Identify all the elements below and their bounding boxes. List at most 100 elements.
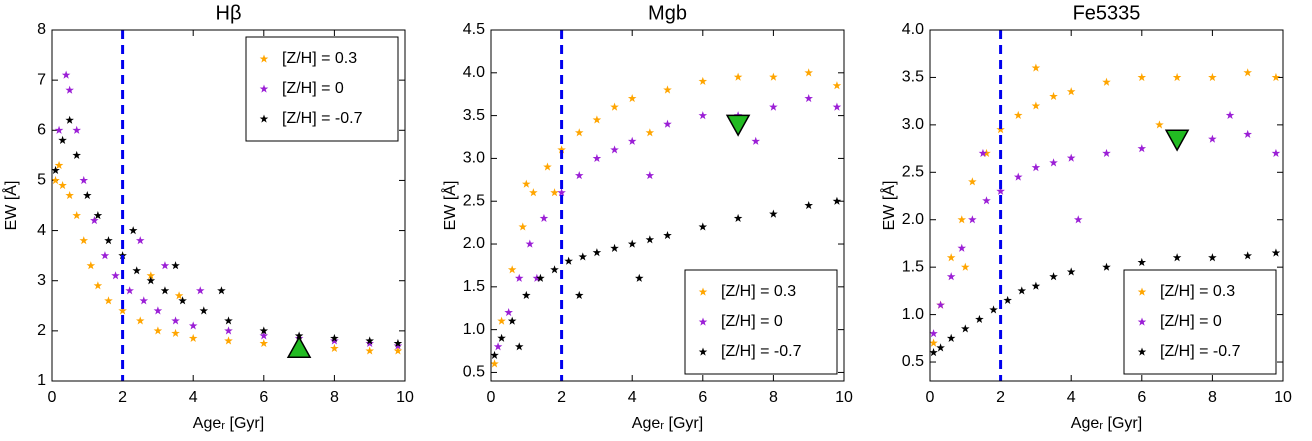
data-point [1271,248,1281,257]
data-point [961,262,970,271]
x-tick-label: 4 [1067,389,1076,406]
data-point [525,239,535,248]
data-point [1208,72,1217,82]
y-axis-label: EW [Å] [879,181,898,231]
legend-marker [1137,287,1147,296]
data-point [522,179,531,188]
data-point [1102,77,1111,86]
data-point [574,290,584,300]
data-point [804,93,813,103]
data-point [493,342,503,351]
data-point [804,201,813,210]
data-point [574,171,584,180]
legend-marker [259,84,269,93]
x-tick-label: 2 [118,389,127,406]
data-point [698,76,708,86]
data-point [72,150,81,159]
x-tick-label: 4 [628,389,637,406]
data-point [224,336,233,345]
data-point [393,341,403,350]
legend-label: [Z/H] = 0 [1160,313,1222,330]
y-tick-label: 4.5 [463,21,485,38]
data-point [627,239,637,248]
data-point [1172,253,1182,262]
data-point [259,326,269,335]
y-tick-label: 6 [37,122,46,139]
data-point [578,252,588,261]
y-tick-label: 2.5 [902,164,924,181]
data-point [132,266,141,275]
x-tick-label: 6 [698,389,707,406]
x-tick-label: 0 [487,389,496,406]
data-point [574,128,584,137]
data-point [58,135,67,144]
data-point [514,342,524,351]
data-point [65,85,74,94]
legend-box [1123,269,1277,375]
data-point [663,230,672,240]
data-point [79,236,89,245]
data-point [104,296,113,305]
data-point [178,296,187,305]
data-point [769,209,778,218]
data-point [188,333,198,343]
data-point [146,271,156,280]
data-point [564,256,573,265]
x-tick-label: 4 [189,389,198,406]
legend-marker [698,347,708,356]
data-point [550,188,559,197]
data-point [1031,63,1041,72]
data-point [968,177,977,186]
data-point [65,190,74,200]
y-tick-label: 2.0 [902,211,924,228]
data-point [1208,253,1217,262]
data-point [1172,72,1182,82]
data-point [536,273,545,282]
data-point [663,119,672,128]
data-point [160,286,170,295]
x-tick-label: 10 [835,389,853,406]
data-point [125,286,134,295]
y-tick-label: 1.0 [463,321,485,338]
data-point [365,338,374,348]
data-point [1243,251,1252,260]
x-tick-label: 8 [1208,389,1217,406]
data-point [1066,153,1076,162]
y-tick-label: 2.5 [463,192,485,209]
data-point [610,102,619,111]
x-tick-label: 2 [996,389,1005,406]
legend-label: [Z/H] = 0.3 [1160,283,1235,300]
data-point [645,171,655,180]
reference-point [725,114,751,137]
data-point [153,326,163,335]
y-tick-label: 1.0 [902,306,924,323]
data-point [1049,91,1058,101]
data-point [93,281,103,290]
y-tick-label: 7 [37,71,46,88]
data-point [330,333,339,343]
x-tick-label: 6 [1137,389,1146,406]
data-point [996,186,1005,195]
data-point [929,329,938,338]
data-point [929,338,938,347]
data-point [1031,101,1041,110]
plot-frame [490,29,845,382]
panel-title: Fe5335 [1073,2,1141,24]
data-point [54,160,64,170]
data-point [978,148,988,157]
data-point [610,243,619,252]
data-point [393,338,403,348]
data-point [330,336,339,345]
data-point [957,215,967,224]
legend-marker [698,317,708,326]
data-point [294,331,304,340]
data-point [51,165,60,175]
data-point [365,346,374,355]
legend-marker [1137,347,1147,356]
data-point [529,188,538,197]
y-tick-label: 3.5 [902,69,924,86]
data-point [1031,163,1041,172]
data-point [627,136,637,145]
data-point [199,306,209,315]
